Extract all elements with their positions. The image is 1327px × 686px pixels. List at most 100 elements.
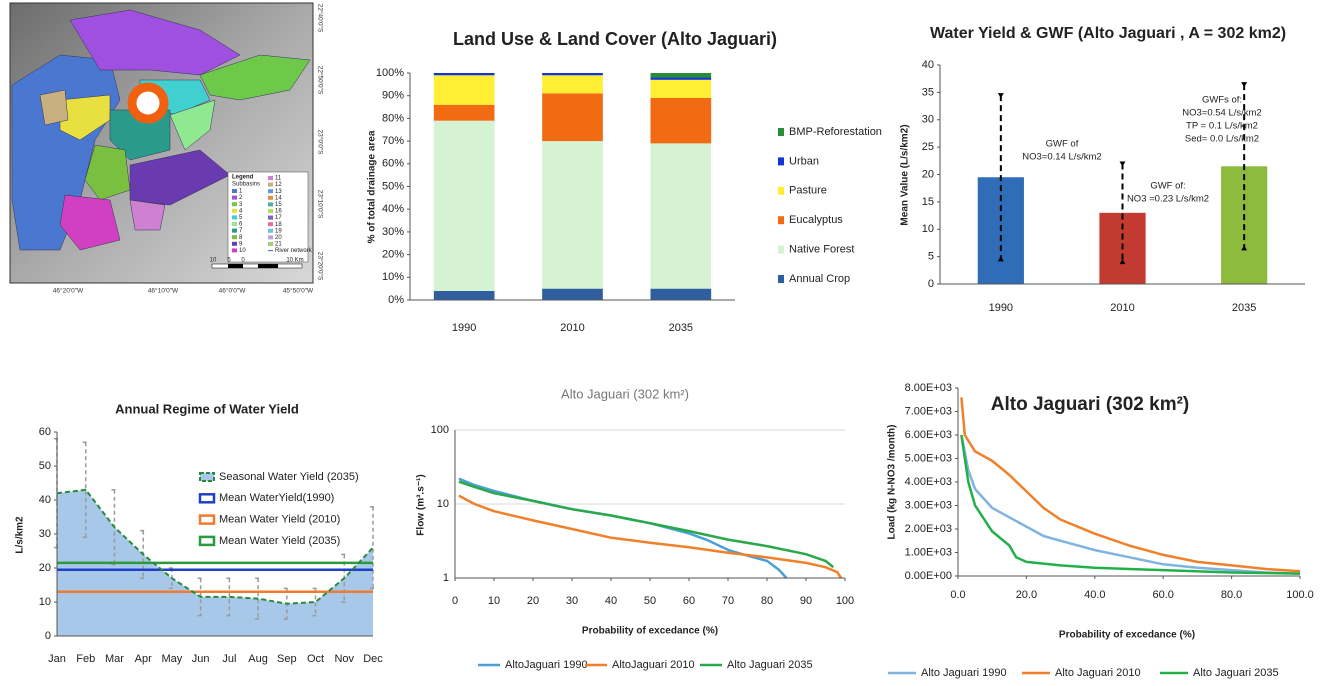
x-tick-label: 20.0 [1016, 589, 1037, 601]
y-tick-label: 30% [382, 226, 404, 238]
y-tick-label: 7.00E+03 [905, 405, 952, 417]
subbasin [130, 200, 165, 230]
legend-swatch [778, 216, 784, 224]
y-axis-label: L/s/km2 [15, 516, 26, 554]
y-tick-label: 0 [45, 630, 51, 642]
y-tick-label: 6.00E+03 [905, 429, 952, 441]
bar-segment [651, 80, 712, 98]
y-tick-label: 3.00E+03 [905, 499, 952, 511]
map-legend-swatch [232, 196, 237, 200]
scale-label: 10 [210, 258, 217, 264]
legend-label: Mean Water Yield (2035) [219, 535, 340, 547]
legend-label: Urban [789, 155, 819, 167]
x-tick-label: 20 [527, 595, 539, 607]
x-tick-label: 50 [644, 595, 656, 607]
legend-swatch [200, 473, 214, 481]
x-tick-label: Oct [307, 653, 324, 665]
line [459, 482, 833, 568]
x-tick-label: 1990 [989, 302, 1013, 314]
x-tick-label: 1990 [452, 322, 476, 334]
x-tick-label: 40.0 [1084, 589, 1105, 601]
bar-segment [542, 75, 603, 93]
map-legend-label: 14 [275, 195, 282, 201]
map-legend-swatch [232, 248, 237, 252]
x-tick-label: 10 [488, 595, 500, 607]
map-legend-swatch [232, 215, 237, 219]
y-tick-label: 50 [39, 460, 51, 472]
x-tick-label: 80 [761, 595, 773, 607]
location-marker [132, 87, 164, 119]
legend-label: Annual Crop [789, 273, 850, 285]
bar-segment [542, 141, 603, 289]
y-tick-label: 25 [922, 141, 934, 153]
x-tick-label: 60 [683, 595, 695, 607]
legend-swatch [778, 275, 784, 283]
map-legend-swatch [268, 189, 273, 193]
annotation: NO3=0.14 L/s/km2 [1022, 152, 1101, 163]
x-axis-label: Probability of excedance (%) [582, 626, 718, 637]
map-legend-swatch [268, 229, 273, 233]
y-tick-label: 40 [39, 494, 51, 506]
y-tick-label: 35 [922, 86, 934, 98]
legend-label: Mean WaterYield(1990) [219, 492, 334, 504]
y-tick-label: 10 [922, 223, 934, 235]
scale-bar [258, 264, 278, 268]
bar-segment [434, 291, 495, 300]
map-legend-swatch [232, 229, 237, 233]
x-tick-label: 2010 [560, 322, 584, 334]
latitude-label: 23°20'0"S [316, 252, 324, 281]
x-tick-label: Apr [135, 653, 152, 665]
scale-label: 10 Km [286, 258, 303, 264]
latitude-label: 23°10'0"S [316, 190, 324, 219]
legend-swatch [778, 157, 784, 165]
y-tick-label: 60 [39, 426, 51, 438]
y-tick-label: 30 [922, 114, 934, 126]
map-legend-swatch [268, 216, 273, 220]
map-legend-swatch [232, 202, 237, 206]
annotation: TP = 0.1 L/s/km2 [1186, 121, 1258, 132]
map-legend-swatch [232, 242, 237, 246]
map-legend-swatch [268, 176, 273, 180]
legend-swatch [778, 246, 784, 254]
legend-swatch [200, 537, 214, 545]
y-tick-label: 20 [922, 168, 934, 180]
y-axis-label: Flow (m³.s⁻¹) [416, 474, 427, 535]
legend-label: Eucalyptus [789, 214, 843, 226]
chart-title: Alto Jaguari (302 km²) [991, 394, 1190, 415]
y-axis-label: Mean Value (L/s/km2) [900, 124, 911, 225]
annotation: Sed= 0.0 L/s/km2 [1185, 134, 1259, 145]
longitude-label: 45°50'0"W [283, 287, 314, 295]
legend-label: AltoJaguari 1990 [505, 659, 588, 671]
map-legend-label: 12 [275, 182, 282, 188]
legend-label: Alto Jaguari 2035 [727, 659, 813, 671]
y-tick-label: 50% [382, 180, 404, 192]
y-tick-label: 0.00E+00 [905, 570, 952, 582]
subbasin [40, 90, 68, 125]
x-tick-label: 100 [836, 595, 854, 607]
scale-bar [212, 264, 302, 268]
annotation: GWF of [1046, 139, 1079, 150]
bar-segment [651, 143, 712, 288]
legend-label: Pasture [789, 185, 827, 197]
y-tick-label: 20% [382, 249, 404, 261]
y-tick-label: 10% [382, 271, 404, 283]
legend-label: Alto Jaguari 2010 [1055, 667, 1141, 679]
map-legend-label: 20 [275, 235, 282, 241]
y-tick-label: 0% [388, 294, 404, 306]
y-tick-label: 60% [382, 158, 404, 170]
legend-label: Mean Water Yield (2010) [219, 514, 340, 526]
legend-swatch [200, 494, 214, 502]
x-tick-label: Sep [277, 653, 297, 665]
map-legend-label: 15 [275, 202, 282, 208]
legend-label: AltoJaguari 2010 [612, 659, 695, 671]
y-axis-label: % of total drainage area [367, 130, 378, 243]
longitude-label: 46°20'0"W [53, 287, 84, 295]
figure: Legend Subbasins 12345678910111213141516… [0, 0, 1327, 686]
map-legend-swatch [268, 183, 273, 187]
map-legend-label: 21 [275, 242, 282, 248]
x-tick-label: 0 [452, 595, 458, 607]
x-tick-label: 80.0 [1221, 589, 1242, 601]
line [961, 435, 1300, 574]
annotation: GWF of: [1150, 181, 1185, 192]
x-tick-label: Nov [334, 653, 354, 665]
